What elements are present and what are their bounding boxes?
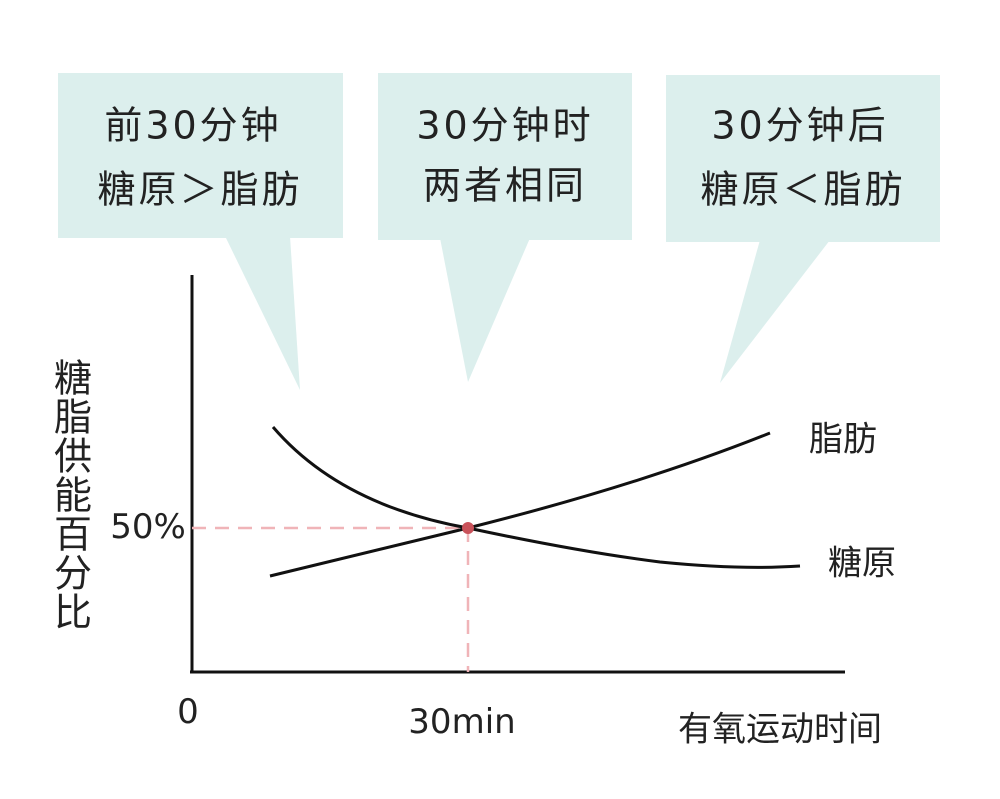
callout-shapes	[58, 73, 940, 390]
callout-box	[666, 75, 940, 242]
x-axis-label: 有氧运动时间	[678, 709, 882, 750]
curve-label: 脂肪	[809, 419, 877, 460]
callout-text: 两者相同	[422, 163, 588, 208]
curve-label: 糖原	[828, 543, 896, 584]
callout-text: 30分钟时	[416, 103, 594, 148]
fat-curve	[269, 431, 771, 578]
callout-text: 糖原＞脂肪	[97, 167, 303, 212]
callout-pointer	[720, 240, 830, 383]
callout-box	[58, 73, 343, 238]
callout-box	[378, 73, 632, 240]
y-axis-label: 糖脂供能百分比	[47, 358, 92, 631]
callout-pointer	[225, 236, 300, 390]
callout-text: 糖原＜脂肪	[700, 167, 906, 212]
intersection-point	[462, 522, 474, 534]
x-marker-label: 30min	[408, 702, 516, 742]
y-marker-label: 50%	[110, 507, 186, 547]
origin-label: 0	[177, 692, 199, 732]
callout-text: 前30分钟	[104, 103, 282, 148]
callout-text: 30分钟后	[711, 103, 889, 148]
callout-pointer	[440, 238, 530, 382]
glycogen-curve	[271, 426, 801, 569]
